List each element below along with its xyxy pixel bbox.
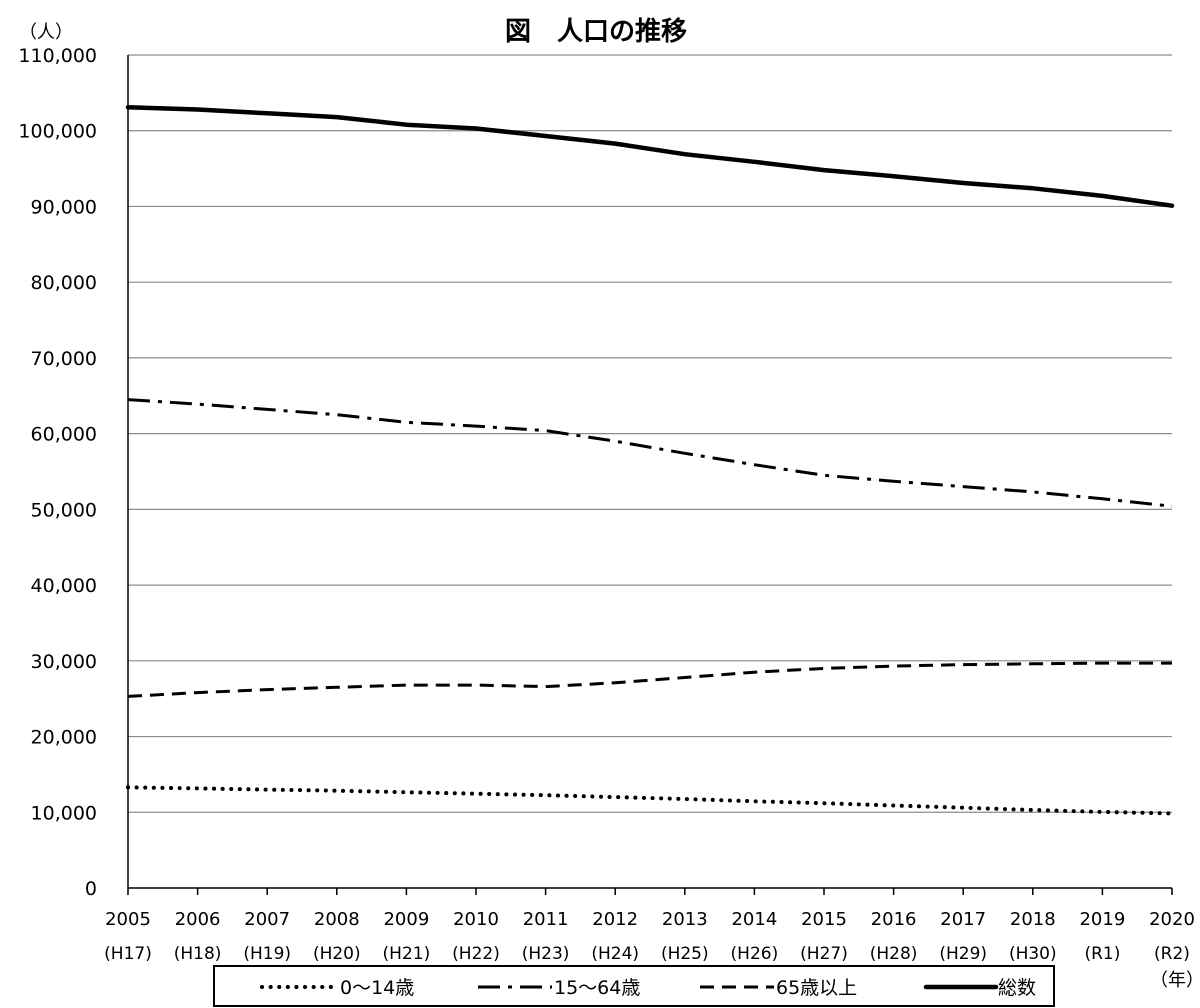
x-tick-sublabel: (H27) [800, 944, 848, 964]
legend-label-1: 15～64歳 [554, 977, 640, 999]
y-tick-label: 40,000 [31, 575, 97, 597]
y-tick-label: 50,000 [31, 499, 97, 521]
x-tick-sublabel: (H26) [731, 944, 779, 964]
x-tick-label: 2020 [1149, 909, 1195, 930]
y-tick-label: 0 [85, 878, 97, 900]
x-tick-sublabel: (H29) [939, 944, 987, 964]
x-tick-sublabel: (R2) [1154, 944, 1190, 964]
chart-title: 図 人口の推移 [505, 17, 687, 47]
x-tick-sublabel: (H30) [1009, 944, 1057, 964]
x-tick-sublabel: (H21) [383, 944, 431, 964]
x-tick-sublabel: (H22) [452, 944, 500, 964]
y-tick-label: 70,000 [31, 348, 97, 370]
x-tick-label: 2019 [1079, 909, 1125, 930]
y-tick-label: 110,000 [18, 45, 97, 67]
x-axis-unit-label: （年） [1150, 970, 1200, 991]
x-tick-sublabel: (R1) [1084, 944, 1120, 964]
x-tick-label: 2016 [871, 909, 917, 930]
x-tick-sublabel: (H24) [591, 944, 639, 964]
x-tick-label: 2012 [592, 909, 638, 930]
x-tick-label: 2011 [523, 909, 569, 930]
x-tick-label: 2014 [731, 909, 777, 930]
x-tick-sublabel: (H23) [522, 944, 570, 964]
x-tick-label: 2009 [383, 909, 429, 930]
x-tick-label: 2013 [662, 909, 708, 930]
x-tick-sublabel: (H19) [243, 944, 291, 964]
legend-label-2: 65歳以上 [776, 977, 857, 999]
y-tick-label: 60,000 [31, 424, 97, 446]
x-tick-label: 2008 [314, 909, 360, 930]
y-tick-label: 20,000 [31, 727, 97, 749]
legend-label-3: 総数 [998, 977, 1036, 999]
legend: 0～14歳 15～64歳 65歳以上 総数 [213, 965, 1055, 1007]
x-tick-label: 2017 [940, 909, 986, 930]
y-tick-label: 100,000 [18, 121, 97, 143]
series-lines [125, 105, 1175, 816]
y-axis-unit-label: （人） [19, 22, 73, 43]
x-tick-label: 2010 [453, 909, 499, 930]
x-tick-label: 2018 [1010, 909, 1056, 930]
y-tick-label: 10,000 [31, 802, 97, 824]
axes [127, 55, 1173, 895]
y-tick-label: 90,000 [31, 196, 97, 218]
y-tick-label: 80,000 [31, 272, 97, 294]
x-tick-label: 2005 [105, 909, 151, 930]
tick-labels: 0 10,000 20,000 30,000 40,000 50,000 60,000 70,… [18, 45, 1194, 964]
x-tick-sublabel: (H18) [174, 944, 222, 964]
x-tick-label: 2006 [175, 909, 221, 930]
gridlines [128, 54, 1172, 813]
x-tick-sublabel: (H20) [313, 944, 361, 964]
series-line-1 [127, 398, 1173, 508]
x-tick-sublabel: (H25) [661, 944, 709, 964]
legend-box [213, 965, 1055, 1007]
series-line-3 [125, 105, 1175, 208]
x-tick-label: 2007 [244, 909, 290, 930]
y-tick-label: 30,000 [31, 651, 97, 673]
series-line-0 [126, 785, 1174, 816]
series-line-2 [127, 661, 1172, 698]
x-tick-sublabel: (H28) [870, 944, 918, 964]
x-tick-sublabel: (H17) [104, 944, 152, 964]
x-tick-label: 2015 [801, 909, 847, 930]
legend-label-0: 0～14歳 [340, 977, 414, 999]
